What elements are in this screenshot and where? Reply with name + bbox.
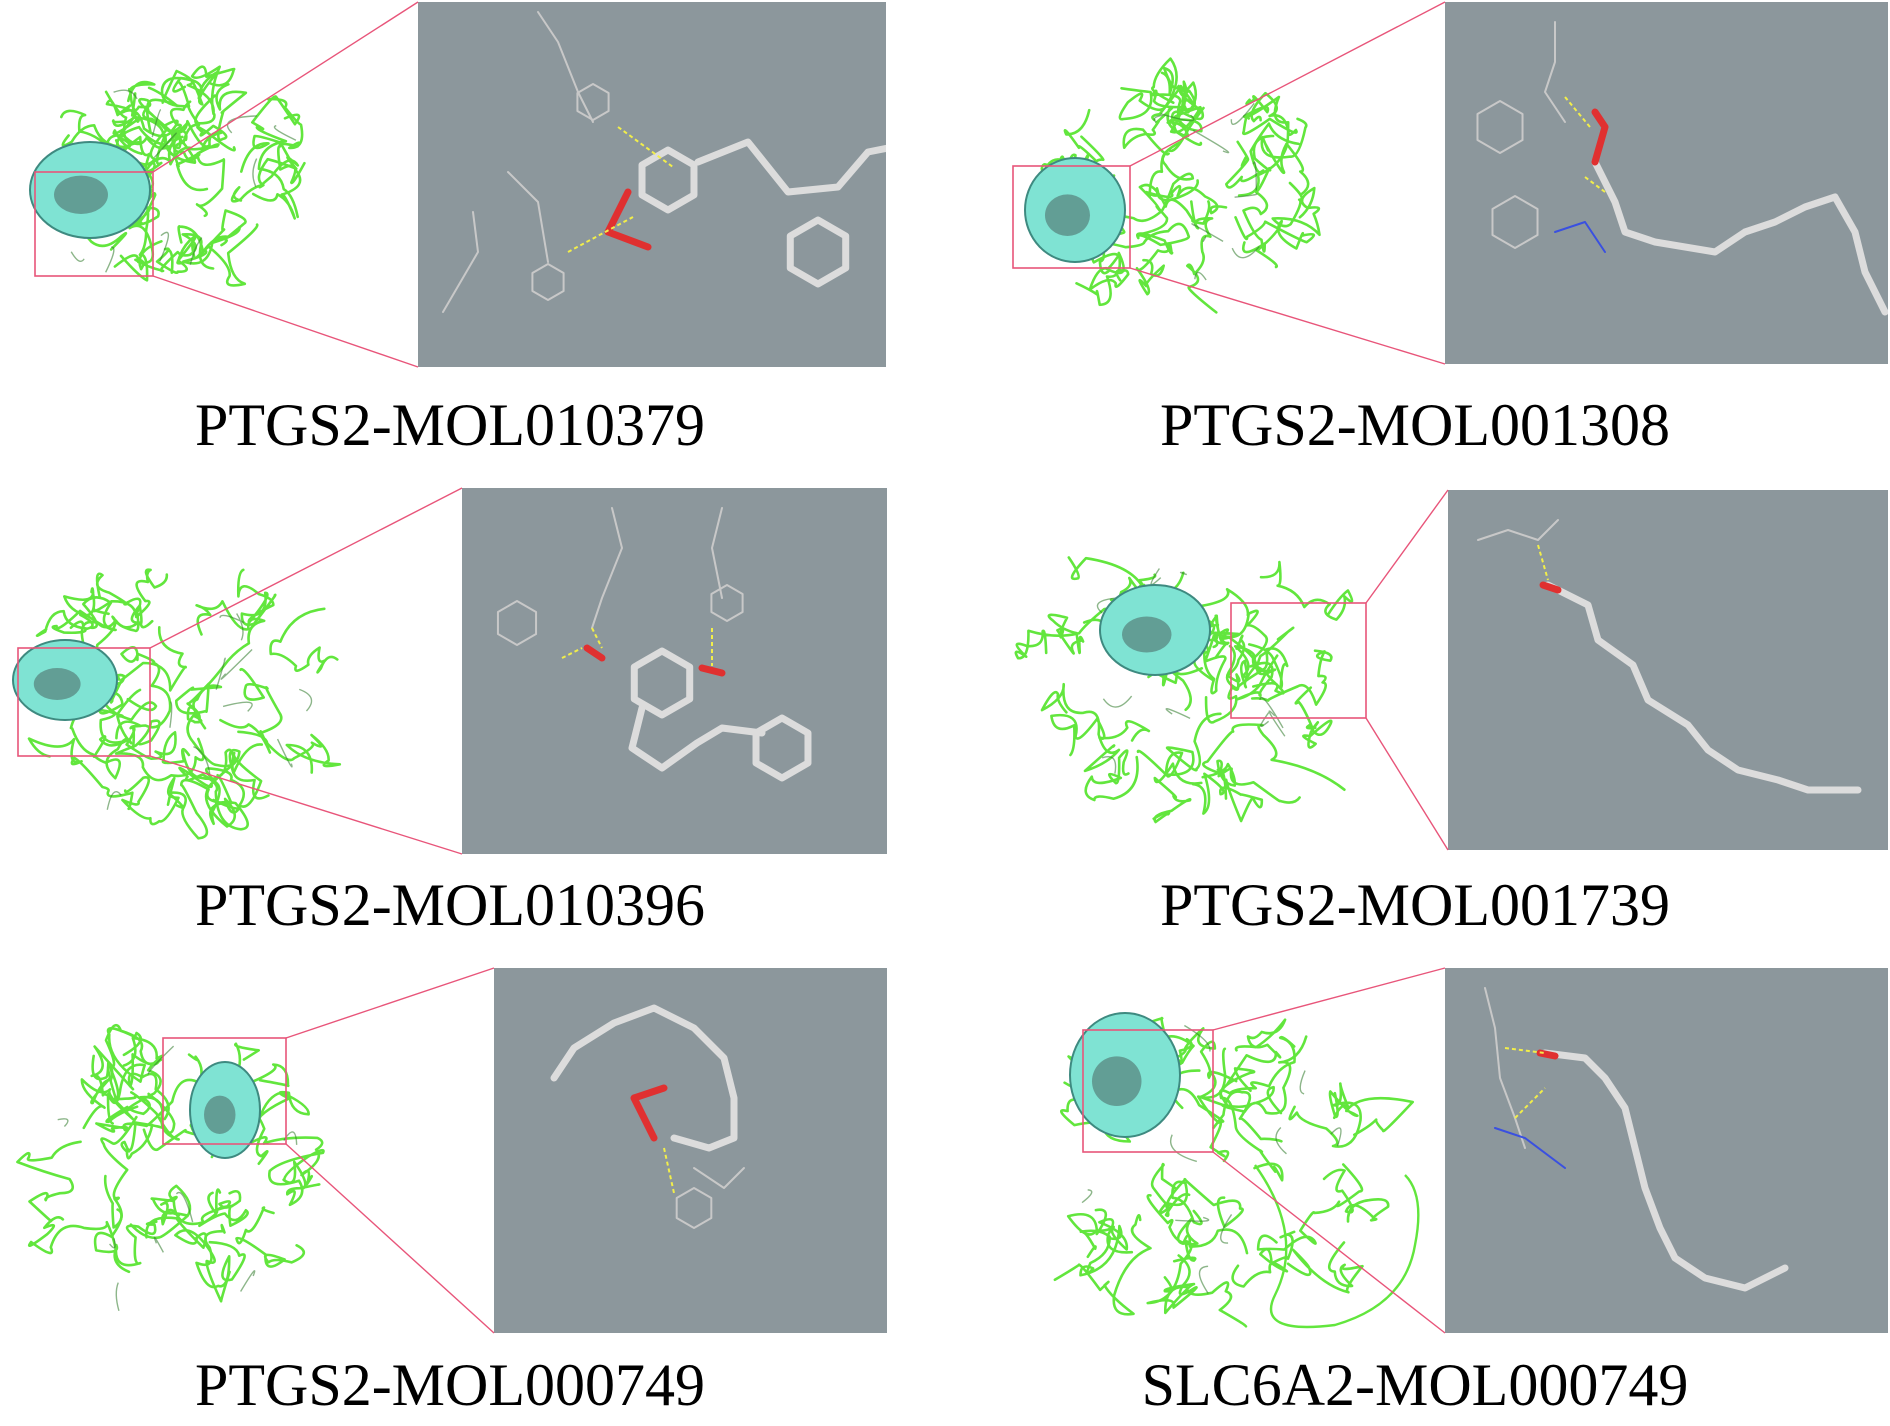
hydrogen-bond <box>663 1147 675 1194</box>
residue <box>442 211 479 313</box>
ligand-interaction-5 <box>550 1004 745 1229</box>
ring <box>1491 195 1539 249</box>
ring <box>710 584 744 622</box>
caption-2: PTGS2-MOL001308 <box>1159 392 1671 458</box>
protein-structure-4 <box>1014 556 1354 824</box>
residue-nitrogen <box>1494 1127 1566 1169</box>
ring <box>638 146 698 214</box>
hydrogen-bond <box>1514 1087 1546 1119</box>
binding-pocket-shade <box>1045 194 1090 236</box>
ligand-oxygen <box>630 1084 668 1142</box>
hydrogen-bond <box>567 216 634 253</box>
ring <box>1476 100 1524 154</box>
caption-6: SLC6A2-MOL000749 <box>1141 1352 1689 1418</box>
ring <box>630 647 694 719</box>
protein-structure-6 <box>1053 1012 1420 1329</box>
ring <box>752 714 812 782</box>
residue <box>1544 21 1566 123</box>
zoom-view-3 <box>462 488 887 854</box>
caption-1: PTGS2-MOL010379 <box>194 392 706 458</box>
residue <box>1484 987 1526 1149</box>
ligand-interaction-1 <box>442 11 886 313</box>
zoom-view-1 <box>418 2 886 367</box>
protein-structure-2 <box>1024 57 1321 314</box>
residue <box>711 507 723 599</box>
caption-5: PTGS2-MOL000749 <box>194 1352 706 1418</box>
ring <box>786 216 850 288</box>
ligand-chain <box>550 1004 738 1152</box>
ligand-interaction-6 <box>1484 987 1789 1292</box>
ligand-chain <box>628 704 766 772</box>
hydrogen-bond <box>591 627 603 649</box>
residue <box>1477 519 1559 541</box>
binding-pocket-shade <box>33 668 81 700</box>
ring <box>576 83 610 121</box>
binding-pocket-shade <box>1122 616 1172 653</box>
ligand-interaction-3 <box>496 507 812 782</box>
hydrogen-bond <box>617 126 674 168</box>
protein-structure-3 <box>12 568 342 840</box>
ligand-interaction-2 <box>1476 21 1888 316</box>
residue-nitrogen <box>1554 221 1606 253</box>
hydrogen-bond <box>1537 544 1549 581</box>
binding-pocket-shade <box>1092 1056 1142 1106</box>
ring <box>496 600 538 646</box>
ligand-oxygen <box>698 664 726 677</box>
ligand-chain <box>694 138 886 196</box>
ligand-oxygen <box>604 188 652 251</box>
zoom-view-4 <box>1448 490 1888 850</box>
residue <box>537 11 594 123</box>
residue <box>693 1167 745 1189</box>
ligand-chain <box>1541 1049 1789 1292</box>
ligand-chain <box>1544 581 1862 794</box>
caption-4: PTGS2-MOL001739 <box>1159 872 1671 938</box>
zoom-view-2 <box>1445 2 1888 364</box>
residue <box>591 507 623 629</box>
zoom-view-6 <box>1445 968 1888 1333</box>
caption-3: PTGS2-MOL010396 <box>194 872 706 938</box>
ligand-oxygen <box>1539 581 1562 594</box>
hydrogen-bond <box>1564 96 1591 128</box>
protein-structure-1 <box>29 65 306 287</box>
residue <box>507 171 549 263</box>
binding-pocket-shade <box>54 175 108 214</box>
ring <box>531 263 565 301</box>
ribbon-tangle <box>16 1023 325 1303</box>
protein-structure-5 <box>16 1023 325 1312</box>
binding-pocket-shade <box>204 1095 236 1134</box>
ligand-interaction-4 <box>1477 519 1862 794</box>
ring <box>675 1187 713 1229</box>
zoom-view-5 <box>494 968 887 1333</box>
ligand-oxygen <box>1591 108 1609 166</box>
ligand-chain <box>1591 158 1888 316</box>
ligand-oxygen <box>583 644 606 662</box>
hydrogen-bond <box>561 647 583 659</box>
